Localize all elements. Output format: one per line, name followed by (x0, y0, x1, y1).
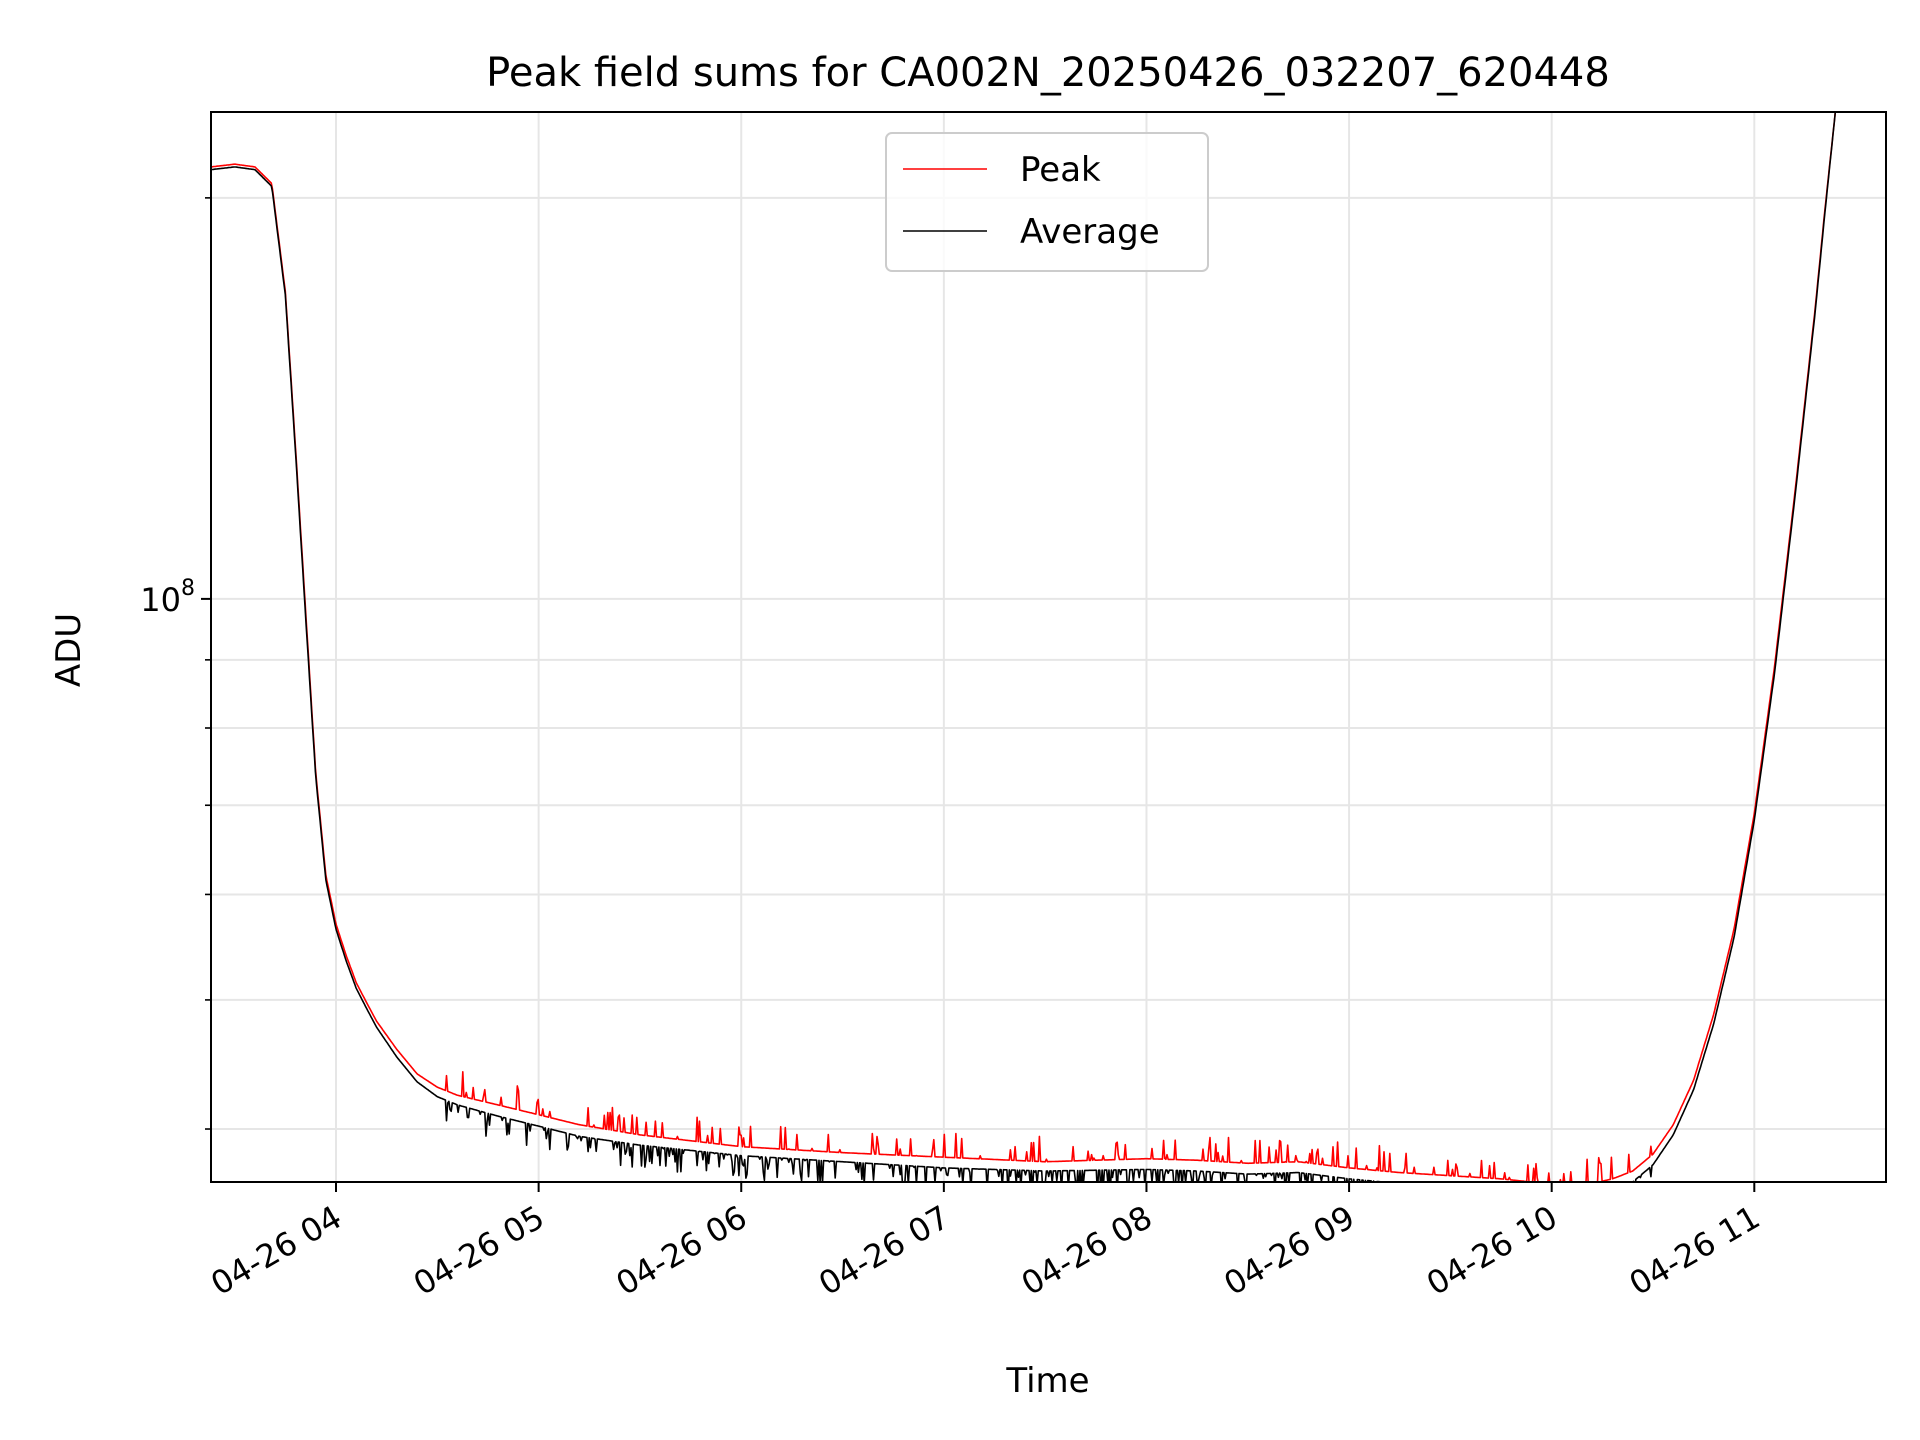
legend-average-label: Average (1020, 212, 1160, 252)
plot-frame (210, 111, 1887, 1183)
series-average-line (211, 112, 1837, 1182)
x-axis-label: Time (1005, 1361, 1089, 1401)
y-axis-label: ADU (49, 613, 89, 687)
y-tick-label-base: 10 (140, 581, 181, 619)
legend: Peak Average (885, 132, 1209, 272)
chart-title: Peak field sums for CA002N_20250426_0322… (486, 50, 1610, 96)
legend-box (885, 132, 1209, 272)
legend-peak-label: Peak (1020, 150, 1101, 190)
y-axis: 108 (140, 197, 211, 1130)
y-tick-label-exponent: 8 (181, 576, 195, 601)
y-tick-label: 108 (140, 576, 195, 619)
